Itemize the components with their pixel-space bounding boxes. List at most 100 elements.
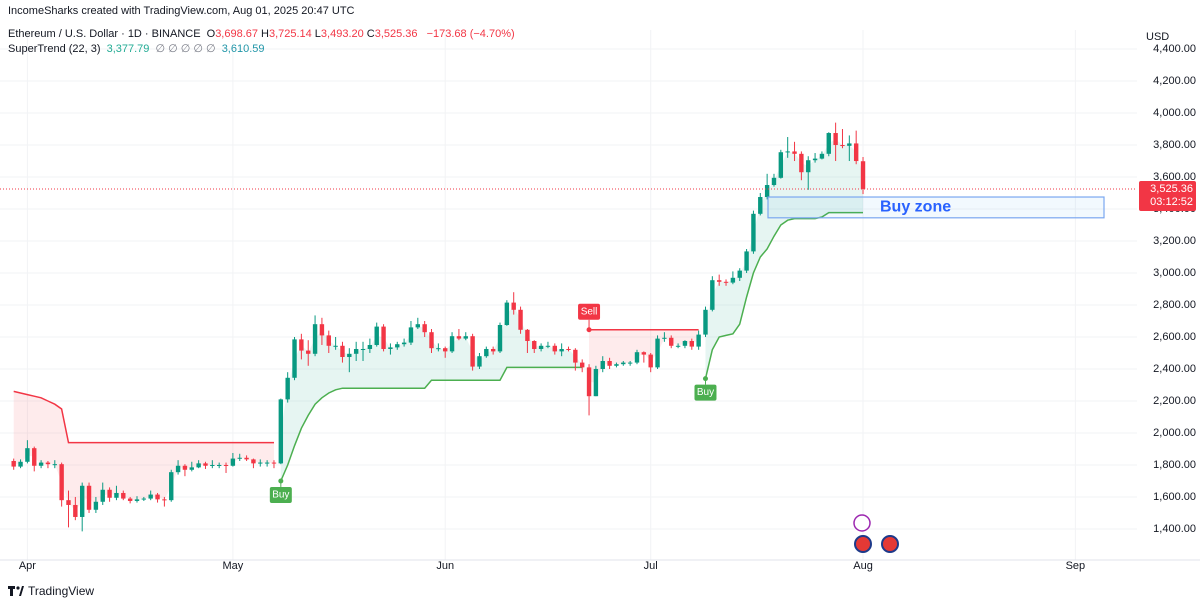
candle-body — [840, 145, 845, 147]
candle-body — [148, 494, 153, 499]
candle-body — [73, 504, 78, 517]
supertrend-line — [280, 211, 863, 482]
signal-box — [578, 303, 601, 320]
candle-body — [812, 158, 818, 161]
candle-body — [689, 340, 694, 347]
ohlc-value: 3,525.36 — [374, 28, 418, 40]
event-icon[interactable] — [881, 535, 899, 553]
countdown: 03:12:52 — [1150, 196, 1193, 208]
ohlc-item: O3,698.67 — [207, 28, 258, 40]
indicator-value: 3,377.79 — [106, 43, 150, 55]
candle-body — [490, 348, 496, 352]
candle-body — [59, 464, 64, 501]
currency: USD — [1146, 31, 1169, 43]
x-tick-label: Apr — [19, 560, 36, 572]
signal-label: Sell — [581, 306, 598, 317]
brand-logo — [8, 586, 24, 596]
candle-body — [326, 335, 331, 346]
y-tick-label: 3,200.00 — [1153, 235, 1196, 247]
candle-body — [497, 324, 503, 352]
symbol-legend: Ethereum / U.S. Dollar · 1D · BINANCE O3… — [8, 28, 518, 40]
candle-body — [477, 356, 482, 367]
ohlc-value: 3,493.20 — [320, 28, 364, 40]
signal-box — [694, 384, 717, 401]
ohlc-key: O — [206, 28, 216, 40]
candle-body — [86, 485, 92, 510]
y-tick-label: 4,400.00 — [1153, 43, 1196, 55]
event-icon[interactable] — [854, 535, 872, 553]
candle-body — [25, 448, 30, 462]
candle-body — [662, 337, 667, 339]
candle-body — [141, 498, 147, 500]
candle-body — [723, 281, 729, 283]
candle-body — [216, 464, 222, 466]
candle-body — [764, 185, 770, 198]
candle-body — [367, 344, 373, 349]
candle-body — [340, 345, 345, 357]
candle-body — [463, 336, 468, 339]
candle-body — [388, 347, 393, 349]
candle-body — [552, 345, 558, 352]
candle-body — [710, 280, 715, 310]
trend-fill — [705, 139, 863, 379]
candle-body — [312, 324, 318, 354]
candle-body — [258, 462, 263, 464]
candle-body — [162, 499, 167, 501]
candle-body — [38, 462, 44, 466]
candle-body — [18, 461, 23, 467]
candle-body — [627, 362, 633, 364]
candle-body — [11, 460, 16, 467]
y-tick-label: 1,800.00 — [1153, 459, 1196, 471]
y-tick-label: 2,800.00 — [1153, 299, 1196, 311]
last-price-label: 3,525.36 — [1150, 183, 1193, 195]
candle-body — [436, 348, 441, 350]
candle-body — [401, 342, 407, 345]
candle-body — [634, 352, 640, 363]
brand: TradingView — [28, 584, 94, 598]
y-tick-label: 2,000.00 — [1153, 427, 1196, 439]
indicator-legend: SuperTrend (22, 3) 3,377.79 ∅ ∅ ∅ ∅ ∅ 3,… — [8, 42, 268, 55]
buy-zone — [767, 196, 1105, 219]
candle-body — [758, 197, 763, 214]
trend-fill — [13, 391, 274, 511]
event-icon[interactable] — [853, 514, 871, 532]
candle-body — [244, 457, 249, 460]
candle-body — [682, 340, 688, 346]
ohlc-item: H3,725.14 — [261, 28, 312, 40]
candle-body — [52, 464, 57, 466]
candle-body — [799, 153, 804, 173]
candle-body — [114, 492, 119, 498]
candle-body — [586, 367, 592, 397]
candle-body — [771, 177, 777, 186]
candle-body — [381, 326, 386, 349]
candle-body — [518, 309, 523, 330]
candle-body — [648, 354, 653, 368]
candle-body — [484, 348, 489, 357]
candle-body — [532, 340, 537, 349]
candle-body — [278, 399, 284, 464]
y-tick-label: 3,000.00 — [1153, 267, 1196, 279]
candle-body — [819, 153, 825, 159]
candle-body — [525, 329, 530, 341]
candle-body — [785, 151, 790, 153]
candle-body — [93, 501, 99, 510]
last-price-tag — [1139, 180, 1196, 211]
candle-body — [579, 362, 585, 368]
event-icons[interactable] — [853, 514, 899, 553]
candle-body — [32, 448, 37, 466]
candle-body — [860, 161, 866, 189]
candle-body — [538, 345, 544, 349]
buy-zone-label: Buy zone — [880, 199, 951, 216]
candle-body — [778, 152, 784, 178]
candle-body — [443, 348, 448, 352]
indicator-name: SuperTrend (22, 3) — [8, 43, 101, 55]
candle-body — [45, 462, 51, 465]
candle-body — [203, 463, 208, 466]
candle-body — [223, 464, 229, 466]
y-tick-label: 2,200.00 — [1153, 395, 1196, 407]
candle-body — [189, 467, 194, 470]
indicator-value: 3,610.59 — [221, 43, 265, 55]
candle-body — [730, 277, 736, 283]
